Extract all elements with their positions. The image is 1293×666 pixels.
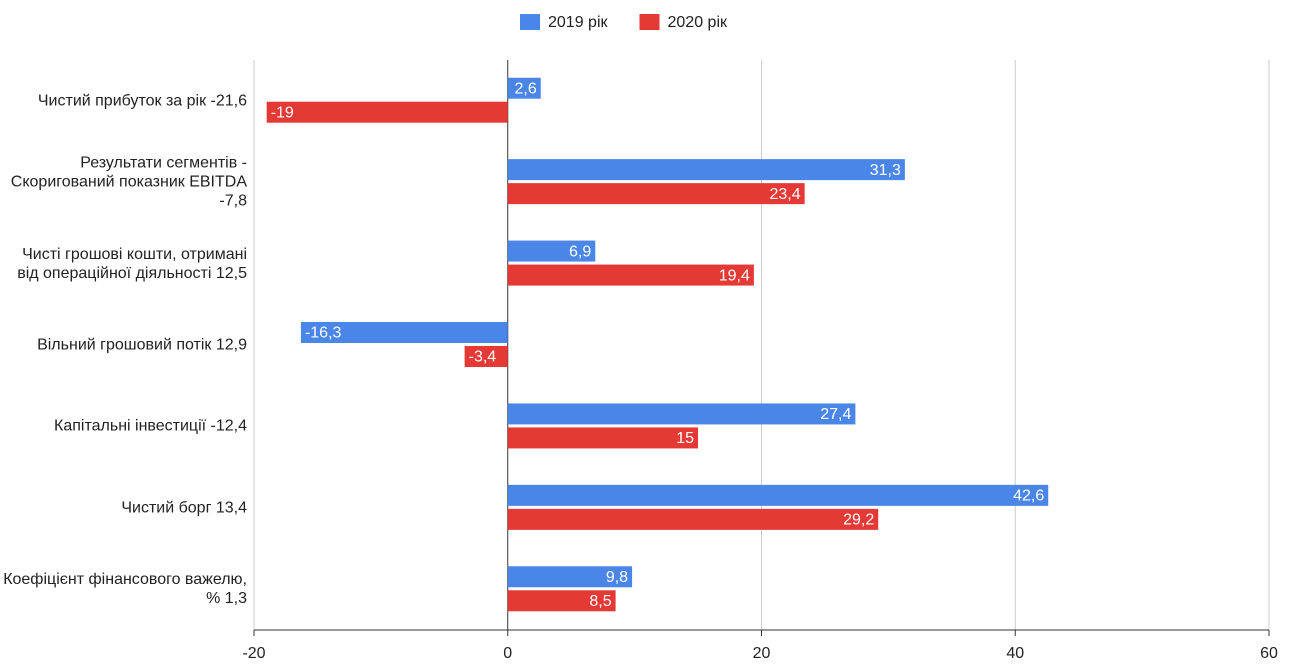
value-label: -16,3 — [305, 325, 342, 342]
category-label: Чисті грошові кошти, отримані від операц… — [0, 245, 247, 283]
value-label: 19,4 — [719, 267, 750, 284]
x-tick-label: 60 — [1260, 645, 1278, 662]
value-label: 6,9 — [569, 243, 591, 260]
category-label: Чистий борг 13,4 — [0, 498, 247, 517]
value-label: 42,6 — [1013, 488, 1044, 505]
bar — [508, 485, 1048, 506]
legend-swatch — [640, 14, 660, 30]
category-label: Вільний грошовий потік 12,9 — [0, 336, 247, 355]
category-label: Результати сегментів - Скоригований пока… — [0, 154, 247, 211]
bar — [267, 102, 508, 123]
x-tick-label: 40 — [1006, 645, 1024, 662]
value-label: 8,5 — [589, 593, 611, 610]
value-label: 29,2 — [843, 512, 874, 529]
value-label: 23,4 — [769, 186, 800, 203]
bar — [508, 509, 878, 530]
chart: -20 0 20 40 60 2019 рік 2020 рік 2,6 -19 31,3 23,4… — [0, 0, 1293, 666]
value-label: 27,4 — [820, 406, 851, 423]
value-label: 9,8 — [606, 569, 628, 586]
category-label: Капітальні інвестиції -12,4 — [0, 417, 247, 436]
value-label: -19 — [271, 104, 294, 121]
value-label: 2,6 — [514, 80, 536, 97]
value-label: 15 — [676, 430, 694, 447]
bar — [508, 265, 754, 286]
x-tick-label: 0 — [503, 645, 512, 662]
bar — [508, 159, 905, 180]
value-label: -3,4 — [469, 349, 497, 366]
x-tick-label: -20 — [242, 645, 265, 662]
category-label: Чистий прибуток за рік -21,6 — [0, 91, 247, 110]
bar — [508, 427, 698, 448]
value-label: 31,3 — [870, 162, 901, 179]
category-label: Коефіцієнт фінансового важелю, % 1,3 — [0, 570, 247, 608]
x-tick-label: 20 — [753, 645, 771, 662]
legend-label: 2020 рік — [668, 14, 728, 31]
legend-swatch — [520, 14, 540, 30]
bar — [508, 403, 856, 424]
legend-label: 2019 рік — [548, 14, 608, 31]
bar — [508, 183, 805, 204]
